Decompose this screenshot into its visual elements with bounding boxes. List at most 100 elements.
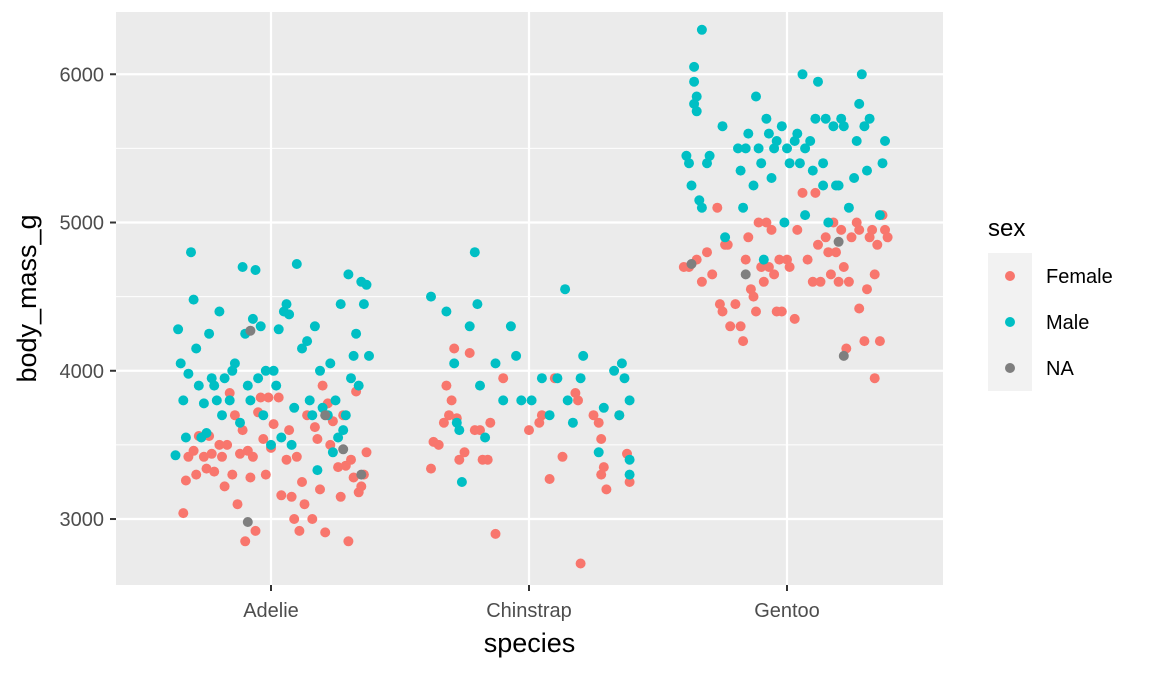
data-point xyxy=(616,358,627,369)
y-tick-label: 5000 xyxy=(60,213,105,235)
data-point xyxy=(304,395,315,406)
data-point xyxy=(343,269,354,280)
data-point xyxy=(297,477,307,487)
data-point xyxy=(178,395,189,406)
data-point xyxy=(598,402,609,413)
data-point xyxy=(338,425,349,436)
data-point xyxy=(735,321,746,332)
data-point xyxy=(188,445,199,456)
data-point xyxy=(854,98,865,109)
data-point xyxy=(330,395,341,406)
data-point xyxy=(346,454,356,465)
data-point xyxy=(689,76,700,87)
data-point xyxy=(800,210,811,221)
data-point xyxy=(691,106,702,117)
data-point xyxy=(490,528,501,539)
data-point xyxy=(209,380,220,391)
data-point xyxy=(877,158,888,169)
data-point xyxy=(198,398,209,409)
series-na xyxy=(242,236,849,527)
data-point xyxy=(255,321,266,332)
data-point xyxy=(294,525,305,536)
data-point xyxy=(862,284,872,295)
legend-label: NA xyxy=(1046,358,1074,380)
data-point xyxy=(291,451,302,462)
data-point xyxy=(498,395,509,406)
data-point xyxy=(475,380,485,391)
data-point xyxy=(227,469,238,480)
data-point xyxy=(779,217,790,228)
data-point xyxy=(511,350,522,361)
data-point xyxy=(813,239,823,250)
data-point xyxy=(245,472,256,483)
data-point xyxy=(309,422,320,433)
data-point xyxy=(691,91,702,102)
data-point xyxy=(862,165,872,176)
data-point xyxy=(426,291,436,302)
data-point xyxy=(686,259,697,269)
data-point xyxy=(743,128,754,139)
data-point xyxy=(242,517,253,527)
data-point xyxy=(441,380,452,391)
data-point xyxy=(358,299,369,310)
data-point xyxy=(209,466,220,477)
data-point xyxy=(180,432,191,443)
data-point xyxy=(201,428,212,438)
data-point xyxy=(485,417,496,428)
data-point xyxy=(346,373,356,384)
data-point xyxy=(250,265,261,275)
data-point xyxy=(818,158,829,169)
data-point xyxy=(684,158,694,169)
data-point xyxy=(797,187,808,198)
data-point xyxy=(624,395,635,406)
legend-title: sex xyxy=(988,215,1025,242)
data-point xyxy=(253,373,264,384)
data-point xyxy=(601,484,612,495)
data-point xyxy=(810,113,821,124)
data-point xyxy=(578,350,589,361)
data-point xyxy=(797,69,808,80)
data-point xyxy=(175,358,186,369)
data-point xyxy=(696,202,707,213)
axes: 3000 4000 5000 6000 Adelie Chinstrap Gentoo xyxy=(60,64,820,622)
data-point xyxy=(843,202,854,213)
data-point xyxy=(505,321,516,332)
data-point xyxy=(250,525,261,536)
data-point xyxy=(831,247,841,258)
data-point xyxy=(178,508,189,519)
data-point xyxy=(864,113,875,124)
data-point xyxy=(689,61,700,72)
data-point xyxy=(738,336,749,347)
data-point xyxy=(758,276,769,287)
data-point xyxy=(624,469,635,480)
data-point xyxy=(828,121,839,132)
data-point xyxy=(807,276,818,287)
data-point xyxy=(849,173,860,183)
data-point xyxy=(805,136,816,146)
data-point xyxy=(222,439,233,450)
data-point xyxy=(327,447,338,458)
data-point xyxy=(619,373,630,384)
data-point xyxy=(454,454,465,465)
data-point xyxy=(818,180,829,191)
data-point xyxy=(557,451,568,462)
data-point xyxy=(614,410,625,421)
data-point xyxy=(312,465,323,476)
data-point xyxy=(490,358,501,369)
data-point xyxy=(735,165,746,176)
data-point xyxy=(217,451,227,462)
data-point xyxy=(361,447,372,458)
data-point xyxy=(281,454,292,465)
data-point xyxy=(784,262,795,272)
data-point xyxy=(325,358,336,369)
data-point xyxy=(874,336,885,347)
data-point xyxy=(524,425,534,436)
data-point xyxy=(307,514,318,524)
data-point xyxy=(843,276,854,287)
data-point xyxy=(753,143,764,154)
data-point xyxy=(740,269,751,280)
data-point xyxy=(340,410,351,421)
y-tick-label: 4000 xyxy=(60,361,105,383)
